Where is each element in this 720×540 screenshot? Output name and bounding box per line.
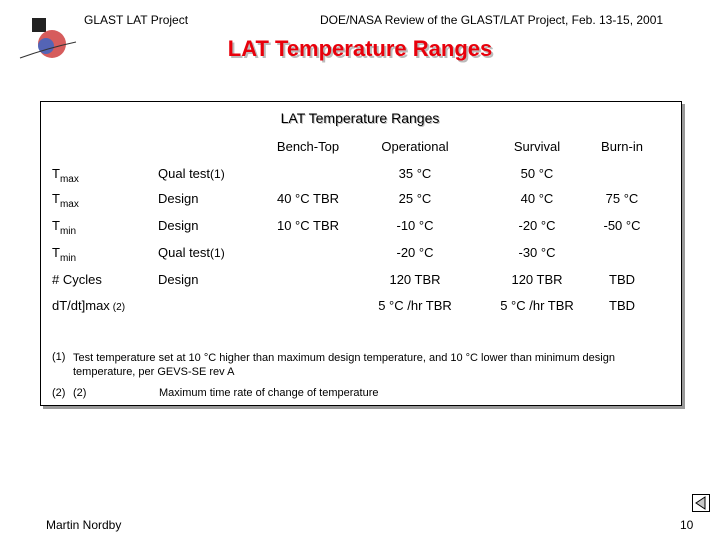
param-sub: min: [59, 253, 77, 264]
cell: 120 TBR: [389, 272, 441, 287]
header-left: GLAST LAT Project: [84, 13, 189, 27]
condition: Qual test(1): [158, 245, 225, 260]
cell: -50 °C: [603, 218, 641, 233]
column-header: Bench-Top: [276, 139, 340, 154]
cell: -10 °C: [396, 218, 434, 233]
condition-text: Qual test: [158, 245, 211, 260]
table-box: [40, 101, 682, 406]
row-label: Tmax: [52, 191, 79, 210]
row-label: # Cycles: [52, 272, 102, 287]
condition-text: Design: [158, 218, 199, 233]
param-sub: max: [59, 199, 79, 210]
cell: 5 °C /hr TBR: [378, 298, 452, 313]
cell: -20 °C: [518, 218, 556, 233]
footnote-label: (2): [73, 387, 87, 399]
param: T: [52, 245, 60, 260]
cell: 40 °C TBR: [276, 191, 340, 206]
cell: -20 °C: [396, 245, 434, 260]
param: T: [52, 166, 60, 181]
cell: 35 °C: [398, 166, 432, 181]
page-number: 10: [680, 518, 694, 532]
row-label: Tmax: [52, 166, 79, 185]
cell: TBD: [609, 298, 635, 313]
condition-note: (1): [210, 246, 225, 260]
footnote-text: Test temperature set at 10 °C higher tha…: [73, 352, 615, 378]
param-sub: (2): [112, 302, 126, 313]
author: Martin Nordby: [46, 518, 122, 532]
cell: 25 °C: [398, 191, 432, 206]
condition-text: Design: [158, 272, 199, 287]
param-sub: min: [59, 226, 77, 237]
cell: 5 °C /hr TBR: [500, 298, 574, 313]
cell: 120 TBR: [511, 272, 563, 287]
row-label: Tmin: [52, 245, 76, 264]
param-sub: max: [59, 174, 79, 185]
cell: 40 °C: [520, 191, 554, 206]
footnote-text: Maximum time rate of change of temperatu…: [159, 387, 379, 399]
condition: Design: [158, 272, 198, 287]
column-header: Burn-in: [601, 139, 643, 154]
param: # Cycles: [52, 272, 102, 287]
cell: 75 °C: [605, 191, 639, 206]
condition-note: (1): [210, 167, 225, 181]
logo: [19, 18, 77, 59]
row-label: Tmin: [52, 218, 76, 237]
column-header: Survival: [513, 139, 561, 154]
cell: TBD: [609, 272, 635, 287]
param: T: [52, 218, 60, 233]
footnote-marker: (1): [52, 351, 66, 363]
condition-text: Qual test: [158, 166, 211, 181]
condition: Design: [158, 218, 198, 233]
condition: Qual test(1): [158, 166, 225, 181]
footnote-marker: (2): [52, 387, 66, 399]
nav-button[interactable]: [692, 494, 710, 512]
param: T: [52, 191, 60, 206]
condition: Design: [158, 191, 198, 206]
cell: 10 °C TBR: [276, 218, 340, 233]
column-header: Operational: [381, 139, 449, 154]
row-label: dT/dt]max (2): [52, 298, 125, 313]
slide-title: LAT Temperature Ranges: [227, 36, 493, 61]
condition-text: Design: [158, 191, 199, 206]
cell: 50 °C: [520, 166, 554, 181]
header-right: DOE/NASA Review of the GLAST/LAT Project…: [320, 13, 664, 27]
cell: -30 °C: [518, 245, 556, 260]
param: dT/dt]max: [52, 298, 110, 313]
table-title: LAT Temperature Ranges: [280, 110, 440, 126]
